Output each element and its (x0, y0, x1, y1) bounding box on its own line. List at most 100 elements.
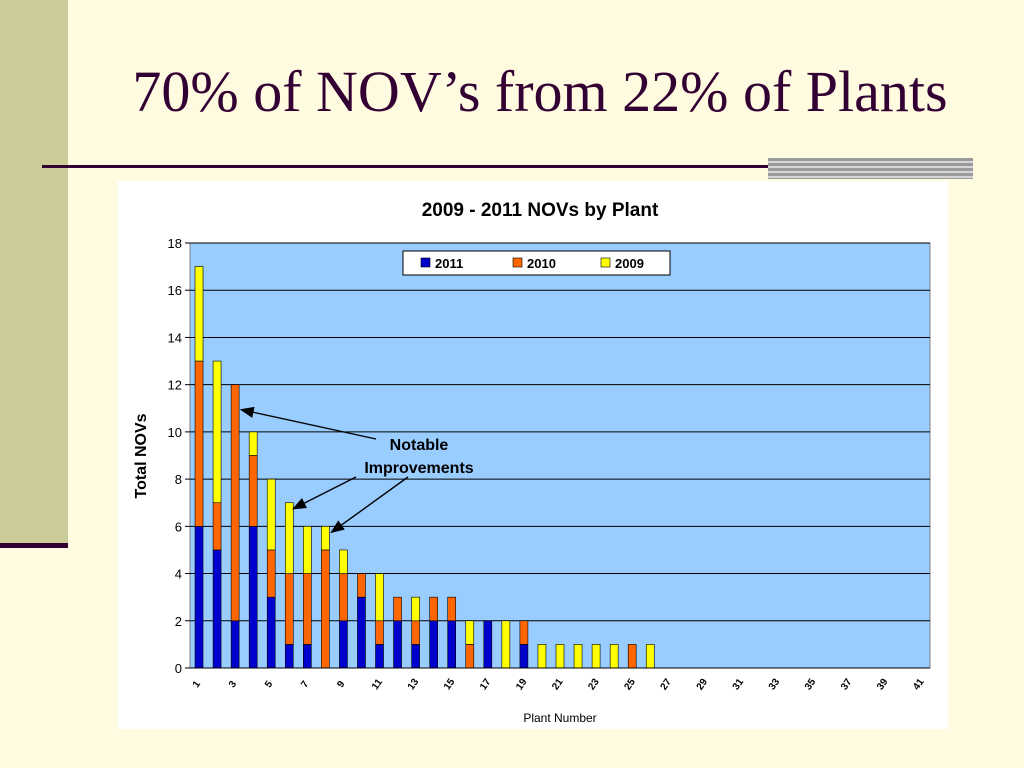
annotation-arrow-plant-6 (292, 476, 357, 510)
y-tick-label: 8 (175, 472, 182, 487)
x-axis-title: Plant Number (523, 711, 596, 725)
x-tick-label: 5 (263, 679, 275, 690)
bar-segment-2009-plant-16 (465, 620, 475, 645)
x-tick-label: 41 (911, 676, 927, 692)
x-tick-label: 33 (767, 676, 783, 692)
x-tick-label: 9 (335, 679, 347, 690)
legend-label-2011: 2011 (435, 256, 463, 271)
y-tick-label: 18 (168, 236, 182, 251)
bar-segment-2011-plant-4 (248, 526, 258, 669)
bar-segment-2010-plant-12 (393, 596, 402, 622)
legend-label-2009: 2009 (615, 256, 644, 271)
x-tick-label: 1 (191, 679, 203, 690)
bar-segment-2011-plant-5 (266, 596, 276, 669)
bar-segment-2011-plant-6 (284, 644, 294, 669)
legend-box (402, 250, 671, 276)
bar-segment-2009-plant-7 (303, 526, 312, 574)
x-tick-label: 27 (659, 676, 675, 692)
bar-segment-2011-plant-3 (230, 620, 240, 669)
title-underline-rule (42, 165, 972, 168)
chart-title: 2009 - 2011 NOVs by Plant (422, 200, 659, 221)
bar-segment-2009-plant-26 (645, 644, 655, 669)
bar-segment-2009-plant-11 (375, 573, 384, 622)
y-tick-label: 14 (168, 330, 182, 345)
bar-segment-2010-plant-5 (266, 549, 276, 598)
x-tick-label: 39 (875, 676, 891, 692)
y-tick-label: 10 (168, 425, 182, 440)
x-tick-label: 21 (550, 676, 566, 692)
bar-segment-2010-plant-4 (248, 455, 258, 527)
bar-segment-2010-plant-13 (411, 620, 420, 645)
bar-segment-2009-plant-21 (555, 644, 565, 669)
bar-segment-2009-plant-13 (411, 596, 420, 622)
bar-segment-2011-plant-12 (393, 620, 402, 669)
y-axis-title: Total NOVs (133, 413, 150, 498)
bar-segment-2009-plant-6 (284, 502, 294, 574)
x-tick-label: 13 (406, 676, 422, 692)
bar-segment-2011-plant-11 (375, 644, 384, 669)
x-tick-label: 3 (227, 679, 239, 690)
bar-segment-2009-plant-8 (321, 526, 330, 551)
legend-swatch-2010 (512, 257, 523, 268)
bar-segment-2009-plant-20 (537, 644, 547, 669)
bar-segment-2010-plant-14 (429, 596, 438, 622)
x-tick-label: 19 (514, 676, 530, 692)
y-tick-label: 2 (175, 614, 182, 629)
x-tick-label: 35 (803, 676, 819, 692)
slide-title: 70% of NOV’s from 22% of Plants (132, 59, 948, 124)
bar-segment-2010-plant-9 (339, 573, 348, 622)
bar-segment-2009-plant-9 (339, 549, 348, 574)
left-decor-rule (0, 543, 68, 548)
bar-segment-2011-plant-1 (194, 526, 204, 669)
bar-segment-2011-plant-2 (212, 549, 222, 669)
y-tick-label: 6 (175, 519, 182, 534)
bar-segment-2009-plant-24 (609, 644, 619, 669)
x-tick-label: 23 (586, 676, 602, 692)
bar-segment-2010-plant-10 (357, 573, 366, 598)
bar-segment-2010-plant-6 (284, 573, 294, 645)
plot-area (189, 242, 931, 669)
bar-segment-2009-plant-23 (591, 644, 601, 669)
legend-swatch-2009 (600, 257, 611, 268)
x-tick-label: 25 (622, 676, 638, 692)
bar-segment-2011-plant-7 (303, 644, 312, 669)
bar-segment-2011-plant-10 (357, 596, 366, 669)
annotation-arrow-plant-3 (239, 406, 377, 440)
bar-segment-2010-plant-1 (194, 360, 204, 527)
bar-segment-2011-plant-14 (429, 620, 438, 669)
bar-segment-2011-plant-17 (483, 620, 493, 669)
bar-segment-2010-plant-19 (519, 620, 529, 645)
annotation-arrow-plant-8 (330, 476, 409, 534)
bar-segment-2010-plant-16 (465, 644, 475, 669)
y-tick-label: 0 (175, 661, 182, 676)
bar-segment-2010-plant-15 (447, 596, 457, 622)
annotation-line-2: Improvements (364, 460, 473, 477)
bar-segment-2009-plant-2 (212, 360, 222, 504)
x-tick-label: 29 (695, 676, 711, 692)
x-tick-label: 17 (478, 676, 494, 692)
x-tick-label: 37 (839, 676, 855, 692)
bar-segment-2011-plant-13 (411, 644, 420, 669)
bar-segment-2009-plant-1 (194, 266, 204, 362)
bar-segment-2011-plant-19 (519, 644, 529, 669)
y-tick-label: 4 (175, 567, 182, 582)
bar-segment-2010-plant-3 (230, 384, 240, 622)
bar-segment-2011-plant-9 (339, 620, 348, 669)
annotation-line-1: Notable (390, 437, 449, 454)
x-tick-label: 7 (299, 679, 311, 690)
bar-segment-2010-plant-11 (375, 620, 384, 645)
y-tick-label: 16 (168, 283, 182, 298)
x-tick-label: 15 (442, 676, 458, 692)
title-rule-accent (768, 158, 973, 179)
left-decor-band (0, 0, 68, 546)
x-tick-label: 11 (370, 677, 385, 692)
chart-panel: 0 2 4 6 8 10 12 14 16 18 1 3 5 7 9 11 13 15 17 19 21 23 25 27 29… (118, 181, 948, 729)
legend-label-2010: 2010 (527, 256, 556, 271)
bar-segment-2009-plant-18 (501, 620, 511, 669)
bar-segment-2010-plant-8 (321, 549, 330, 669)
y-tick-label: 12 (168, 378, 182, 393)
x-tick-label: 31 (731, 676, 747, 692)
bar-segment-2009-plant-5 (266, 478, 276, 551)
bar-segment-2010-plant-25 (627, 644, 637, 669)
